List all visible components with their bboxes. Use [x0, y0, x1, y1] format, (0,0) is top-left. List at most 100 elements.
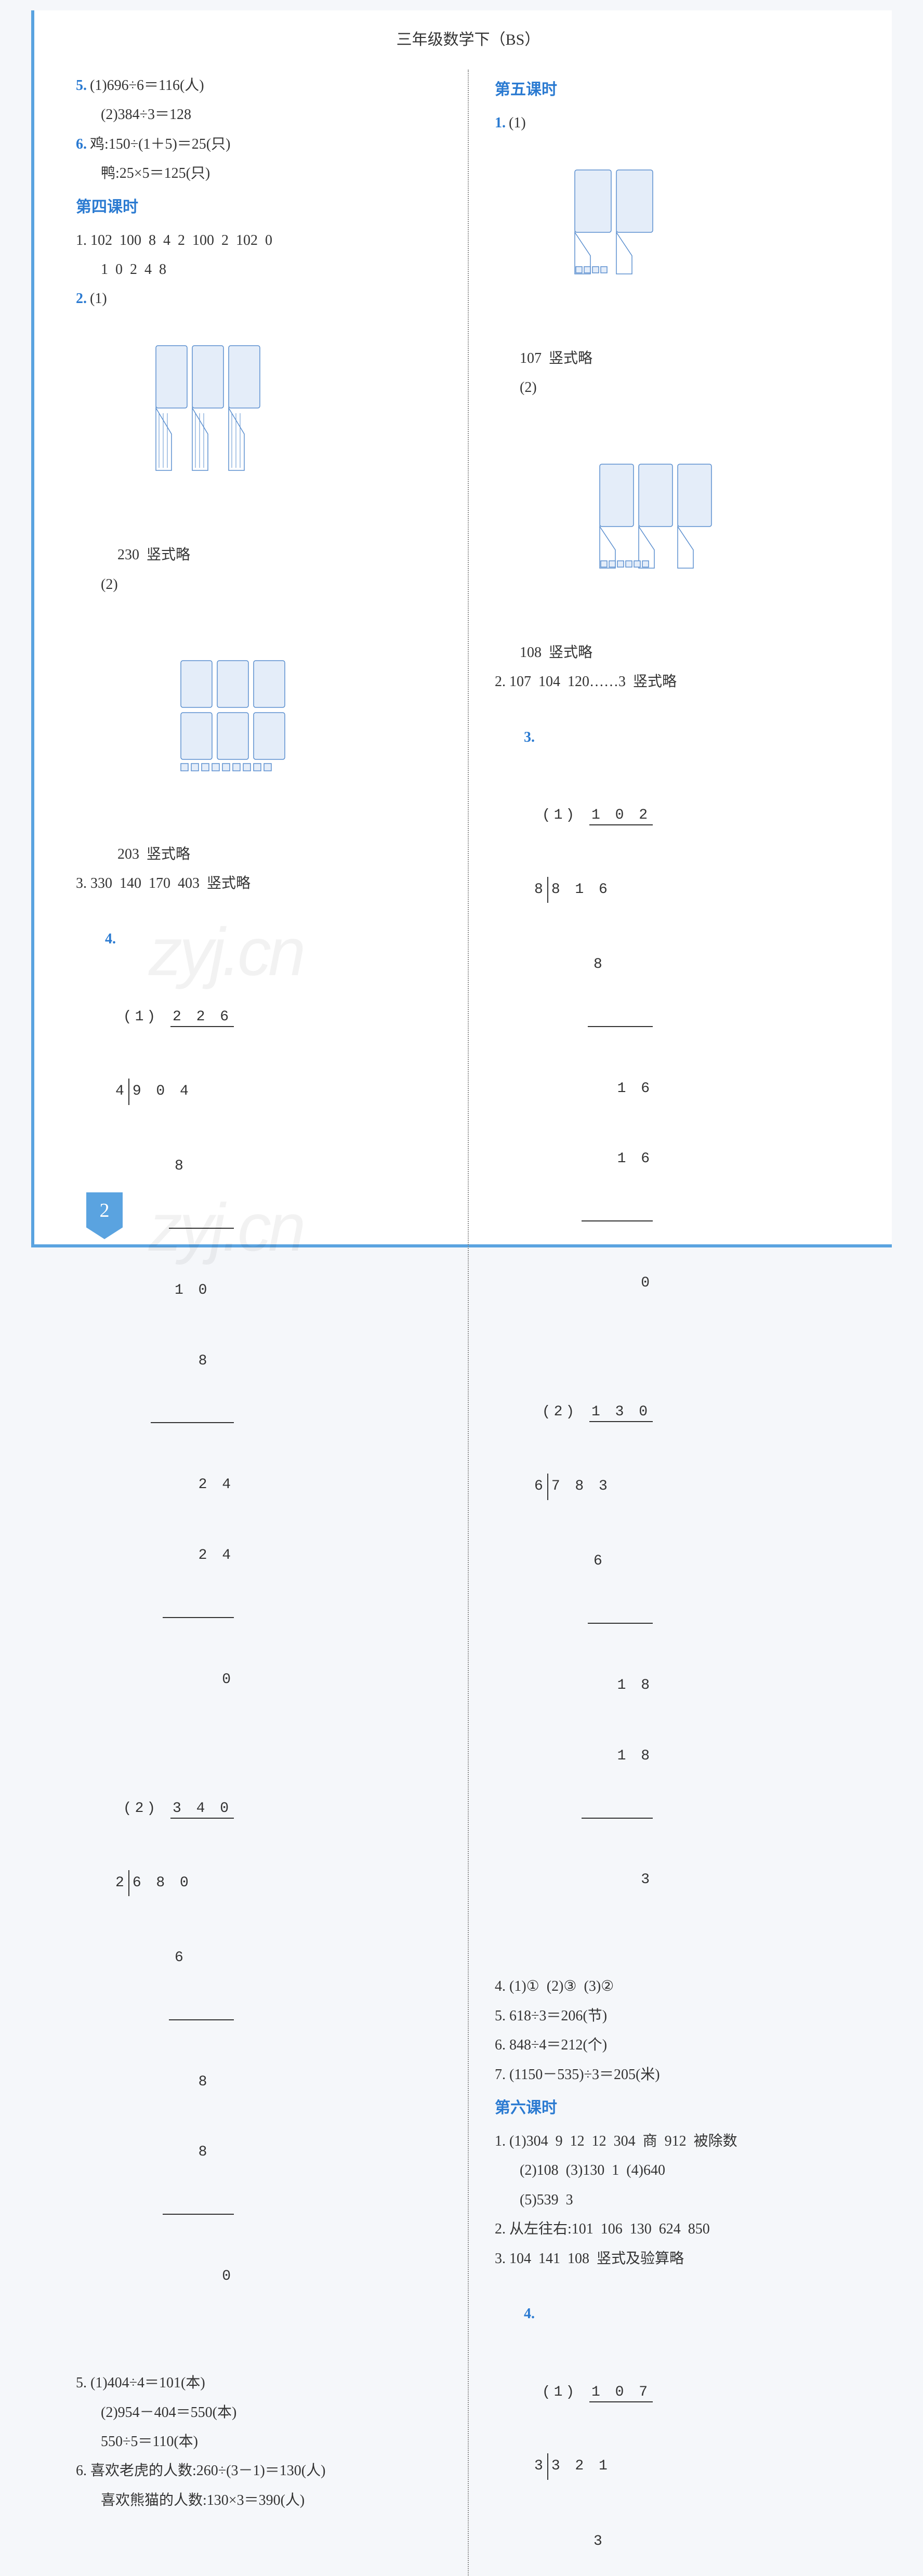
s5-q2: 2. 107 104 120……3 竖式略: [495, 669, 861, 695]
s4-q2-1-ans: 230 竖式略: [76, 542, 442, 568]
longdiv-3: (1) 1 0 2 88 1 6 8 1 6 1 6 0: [534, 754, 653, 1344]
s6-q4: 4. (1) 1 0 7 33 2 1 3 2 1 2 1 0 (2) 1 0 …: [495, 2275, 861, 2576]
s4-q5-1: 5. (1)404÷4＝101(本): [76, 2370, 442, 2396]
s4-q5-3: 550÷5＝110(本): [76, 2429, 442, 2455]
s6-q3: 3. 104 141 108 竖式及验算略: [495, 2246, 861, 2272]
s5-q1-2-ans: 108 竖式略: [495, 640, 861, 666]
q5-line1: 5.(1)696÷6＝116(人): [76, 73, 442, 99]
s5-q7: 7. (1150－535)÷3＝205(米): [495, 2062, 861, 2088]
sub-label: (1): [542, 807, 589, 823]
quotient: 3 4 0: [170, 1800, 234, 1819]
right-column: 第五课时 1.(1) 107 竖式略 (2): [495, 70, 861, 2576]
step: 1 6: [534, 1150, 653, 1168]
step: 8: [534, 955, 653, 974]
step: 1 8: [534, 1747, 653, 1765]
sub-label: (2): [123, 1800, 170, 1817]
longdiv-2: (2) 3 4 0 26 8 0 6 8 8 0: [115, 1747, 234, 2337]
q6-line2: 鸭:25×5＝125(只): [76, 161, 442, 187]
column-divider: [468, 70, 469, 2576]
divisor: 4: [115, 1079, 128, 1105]
rule: [582, 1818, 653, 1819]
block-diagram-icon: [134, 629, 306, 810]
rule: [582, 1220, 653, 1221]
block-diagram-icon: [553, 432, 735, 608]
page-header: 三年级数学下（BS）: [76, 26, 861, 54]
t: 鸡:150÷(1＋5)＝25(只): [90, 136, 230, 152]
s4-q1-row2: 1 0 2 4 8: [76, 257, 442, 283]
s5-q6: 6. 848÷4＝212(个): [495, 2032, 861, 2058]
step: 2 4: [115, 1476, 234, 1494]
divisor: 3: [534, 2453, 547, 2479]
t: (1): [90, 291, 107, 307]
quotient: 1 3 0: [589, 1404, 653, 1422]
s5-q4: 4. (1)① (2)③ (3)②: [495, 1974, 861, 2000]
quotient: 1 0 7: [589, 2384, 653, 2402]
step: 2 4: [115, 1546, 234, 1565]
s4-q4: 4. (1) 2 2 6 49 0 4 8 1 0 8 2 4 2 4 0 (2…: [76, 900, 442, 2367]
q5-line2: (2)384÷3＝128: [76, 102, 442, 128]
rule: [151, 1422, 234, 1423]
step: 6: [115, 1949, 234, 1967]
rule: [588, 1026, 653, 1027]
s4-q3: 3. 330 140 170 403 竖式略: [76, 871, 442, 897]
longdiv-1: (1) 2 2 6 49 0 4 8 1 0 8 2 4 2 4 0: [115, 956, 234, 1741]
rule: [588, 1623, 653, 1624]
s4-q2-1-label: 2.(1): [76, 286, 442, 539]
rule: [169, 1228, 234, 1229]
t: (1)696÷6＝116(人): [90, 77, 204, 94]
step: 8: [115, 2143, 234, 2161]
s4-q6-2: 喜欢熊猫的人数:130×3＝390(人): [76, 2488, 442, 2514]
block-diagram-icon: [109, 314, 281, 511]
step: 0: [534, 1274, 653, 1292]
section5-title: 第五课时: [495, 76, 861, 104]
longdiv-5: (1) 1 0 7 33 2 1 3 2 1 2 1 0: [534, 2331, 653, 2576]
section6-title: 第六课时: [495, 2094, 861, 2122]
two-column-layout: zyj.cn zyj.cn 5.(1)696÷6＝116(人) (2)384÷3…: [76, 70, 861, 2576]
s4-q6-1: 6. 喜欢老虎的人数:260÷(3－1)＝130(人): [76, 2458, 442, 2484]
t: (1): [509, 115, 526, 131]
rule: [169, 2019, 234, 2020]
longdiv-4: (2) 1 3 0 67 8 3 6 1 8 1 8 3: [534, 1351, 653, 1941]
q-num: 4.: [524, 2306, 535, 2322]
left-column: zyj.cn zyj.cn 5.(1)696÷6＝116(人) (2)384÷3…: [76, 70, 442, 2576]
step: 8: [115, 1352, 234, 1370]
s4-q2-2-label: (2): [76, 572, 442, 598]
dividend: 7 8 3: [547, 1474, 611, 1500]
s4-q1-row1: 1. 102 100 8 4 2 100 2 102 0: [76, 228, 442, 254]
divisor: 6: [534, 1474, 547, 1500]
s5-q3: 3. (1) 1 0 2 88 1 6 8 1 6 1 6 0 (2) 1 3 …: [495, 698, 861, 1970]
s6-q1-2: (2)108 (3)130 1 (4)640: [495, 2158, 861, 2184]
block-diagram-3: [495, 404, 861, 637]
dividend: 3 2 1: [547, 2453, 611, 2479]
divisor: 2: [115, 1870, 128, 1896]
s5-q1-1-ans: 107 竖式略: [495, 346, 861, 372]
dividend: 6 8 0: [128, 1870, 192, 1896]
step: 3: [534, 1871, 653, 1889]
s5-q1-1: 1.(1): [495, 110, 861, 343]
s4-q5-2: (2)954－404＝550(本): [76, 2400, 442, 2426]
block-diagram-2: [76, 601, 442, 838]
quotient: 1 0 2: [589, 807, 653, 825]
s6-q2: 2. 从左往右:101 106 130 624 850: [495, 2216, 861, 2242]
quotient: 2 2 6: [170, 1009, 234, 1027]
rule: [163, 2214, 234, 2215]
rule: [163, 1617, 234, 1618]
s6-q1-1: 1. (1)304 9 12 12 304 商 912 被除数: [495, 2128, 861, 2154]
step: 1 0: [115, 1281, 234, 1299]
q-num: 3.: [524, 729, 535, 745]
step: 1 6: [534, 1080, 653, 1098]
step: 8: [115, 2073, 234, 2091]
block-diagram-icon: [528, 138, 679, 314]
s6-q1-3: (5)539 3: [495, 2187, 861, 2213]
step: 6: [534, 1552, 653, 1570]
step: 3: [534, 2532, 653, 2551]
step: 0: [115, 2267, 234, 2285]
step: 1 8: [534, 1676, 653, 1694]
section4-title: 第四课时: [76, 193, 442, 221]
s4-q2-2-ans: 203 竖式略: [76, 842, 442, 868]
q-num: 4.: [105, 931, 116, 947]
sub-label: (1): [123, 1009, 170, 1025]
step: 8: [115, 1157, 234, 1175]
sub-label: (2): [542, 1404, 589, 1420]
s5-q1-2-label: (2): [495, 375, 861, 401]
